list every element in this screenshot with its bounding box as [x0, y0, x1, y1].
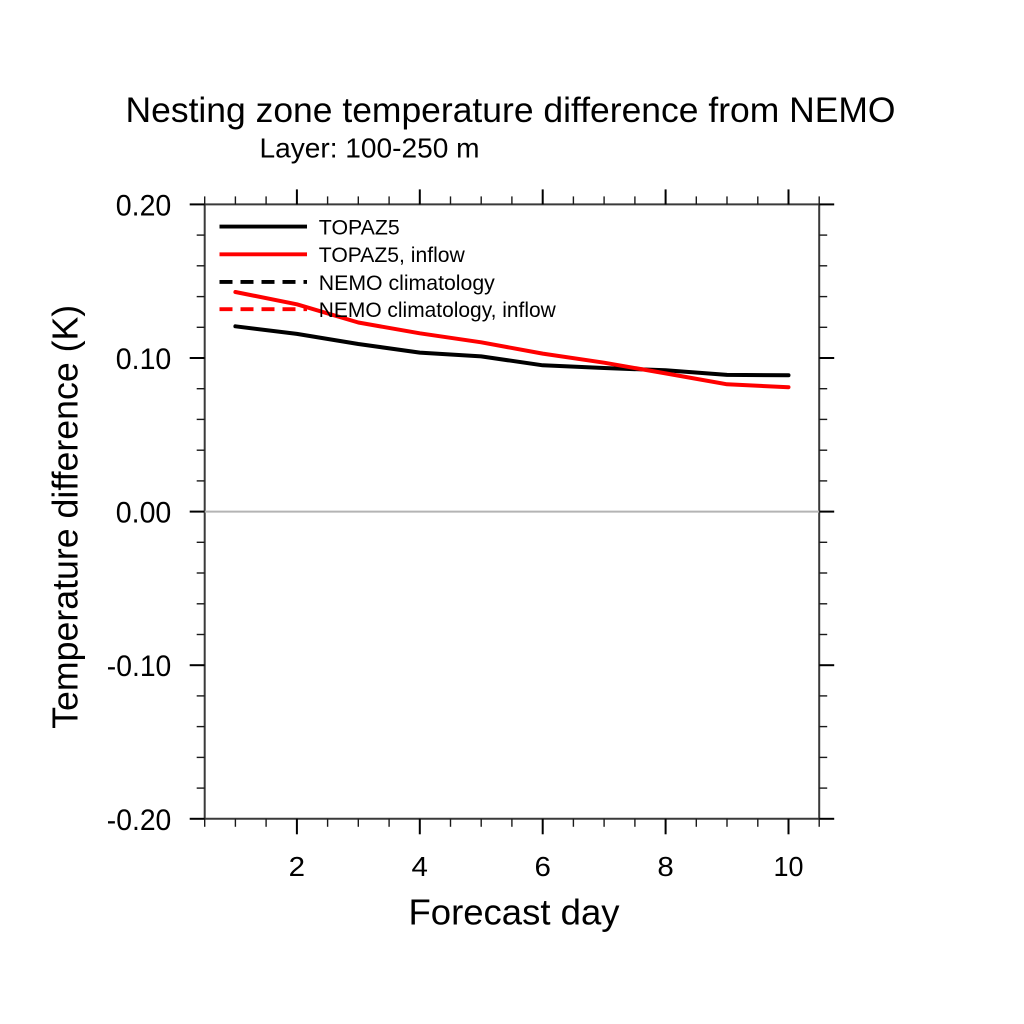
svg-text:0.10: 0.10 [116, 343, 172, 376]
svg-text:Temperature difference (K): Temperature difference (K) [45, 305, 86, 729]
svg-text:-0.10: -0.10 [107, 650, 172, 683]
svg-text:NEMO climatology: NEMO climatology [319, 271, 495, 295]
svg-text:-0.20: -0.20 [107, 804, 172, 837]
svg-text:0.00: 0.00 [116, 497, 172, 530]
svg-text:TOPAZ5: TOPAZ5 [319, 216, 400, 240]
svg-text:Layer: 100-250 m: Layer: 100-250 m [260, 132, 480, 163]
svg-text:0.20: 0.20 [116, 189, 172, 222]
svg-text:2: 2 [289, 851, 305, 882]
svg-text:8: 8 [657, 851, 673, 882]
svg-text:6: 6 [534, 851, 550, 882]
svg-text:4: 4 [412, 851, 428, 882]
svg-text:NEMO climatology, inflow: NEMO climatology, inflow [319, 298, 556, 322]
svg-text:TOPAZ5, inflow: TOPAZ5, inflow [319, 243, 465, 267]
svg-text:Nesting zone temperature diffe: Nesting zone temperature difference from… [126, 91, 896, 130]
svg-text:10: 10 [773, 851, 803, 882]
svg-text:Forecast day: Forecast day [409, 892, 621, 933]
